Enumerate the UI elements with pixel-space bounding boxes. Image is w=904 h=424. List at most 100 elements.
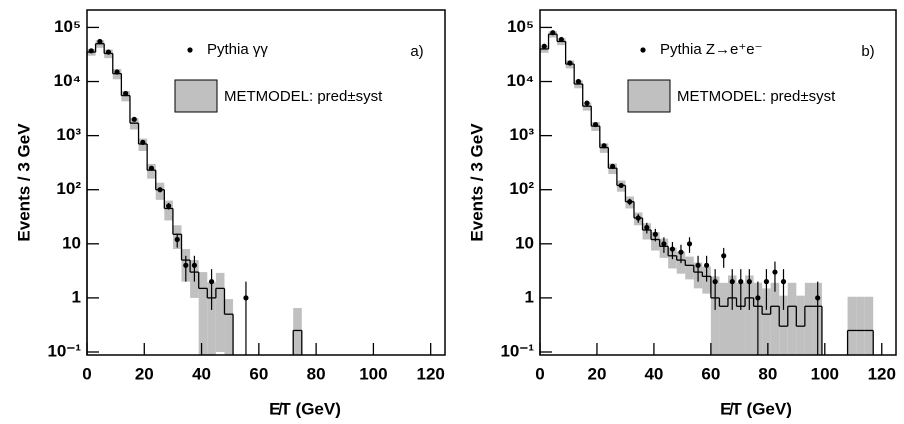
syst-band (215, 272, 225, 352)
data-point (592, 121, 599, 128)
y-tick-label: 10⁴ (507, 71, 534, 90)
syst-band (745, 275, 754, 355)
syst-band (147, 163, 156, 179)
legend-marker (640, 47, 646, 53)
y-tick-label: 10 (62, 233, 81, 252)
data-point (208, 279, 215, 285)
x-axis-label: E̸T (GeV) (269, 399, 341, 418)
x-tick-label: 60 (249, 364, 268, 383)
x-tick-label: 0 (535, 364, 544, 383)
data-point (541, 43, 547, 49)
y-axis-label: Events / 3 GeV (467, 123, 486, 242)
legend-swatch (627, 79, 671, 113)
y-tick-label: 10² (509, 179, 534, 198)
data-point (738, 279, 744, 285)
x-tick-label: 20 (135, 364, 154, 383)
data-point (627, 199, 633, 205)
data-point (644, 224, 650, 231)
data-point (88, 48, 94, 54)
y-tick-label: 10⁵ (54, 17, 81, 36)
legend-marker (187, 47, 193, 53)
data-point (166, 203, 172, 209)
data-point (746, 279, 752, 285)
syst-band (864, 296, 874, 355)
syst-band (762, 288, 771, 355)
data-point (131, 116, 137, 122)
data-point (652, 231, 658, 237)
data-point (174, 236, 180, 243)
legend-label: METMODEL: pred±syst (224, 88, 383, 105)
y-tick-label: 10³ (56, 125, 81, 144)
y-tick-label: 10⁻¹ (47, 341, 81, 360)
y-tick-label: 10 (515, 233, 534, 252)
data-point (780, 279, 787, 285)
y-tick-label: 10³ (509, 125, 534, 144)
syst-band (779, 295, 788, 355)
syst-band (710, 276, 720, 355)
y-tick-label: 10⁵ (507, 17, 534, 36)
x-tick-label: 100 (359, 364, 387, 383)
legend-label: METMODEL: pred±syst (677, 88, 836, 105)
x-tick-label: 20 (587, 364, 606, 383)
x-tick-label: 100 (811, 364, 839, 383)
data-point (610, 163, 616, 169)
data-point (191, 262, 197, 268)
data-point (763, 279, 770, 285)
syst-band (727, 275, 737, 355)
plot-frame (86, 9, 446, 356)
x-tick-label: 80 (307, 364, 326, 383)
syst-band (207, 282, 216, 355)
data-point (661, 241, 667, 247)
data-point (123, 90, 129, 97)
x-tick-label: 0 (82, 364, 91, 383)
y-axis-label: Events / 3 GeV (14, 123, 33, 242)
data-point (243, 295, 249, 301)
syst-band (736, 282, 746, 355)
syst-band (129, 118, 139, 130)
syst-band (198, 272, 208, 355)
data-point (729, 279, 735, 285)
legend-swatch (174, 79, 218, 113)
data-point (140, 139, 146, 145)
data-point (712, 279, 718, 285)
syst-band (804, 282, 814, 355)
x-tick-label: 80 (758, 364, 777, 383)
syst-band (685, 256, 694, 280)
data-point (575, 78, 582, 85)
syst-band (293, 308, 302, 355)
data-point (772, 269, 778, 275)
syst-band (856, 296, 865, 355)
data-point (105, 49, 112, 55)
x-tick-label: 120 (416, 364, 444, 383)
syst-band (796, 295, 805, 355)
data-point (704, 262, 710, 268)
x-tick-label: 120 (868, 364, 896, 383)
data-point (558, 36, 564, 43)
data-point (635, 215, 641, 221)
syst-band (719, 282, 728, 355)
x-tick-label: 40 (192, 364, 211, 383)
data-point (618, 182, 624, 189)
syst-band (847, 296, 857, 355)
data-point (815, 295, 821, 301)
plot-frame (539, 9, 897, 356)
y-tick-label: 10⁻¹ (500, 341, 534, 360)
data-point (721, 253, 727, 259)
syst-band (224, 299, 234, 355)
data-point (183, 262, 189, 268)
syst-band (770, 282, 780, 355)
data-point (550, 30, 556, 36)
data-point (755, 295, 761, 301)
x-tick-label: 60 (701, 364, 720, 383)
panel-label: a) (410, 43, 423, 60)
data-point (601, 143, 607, 149)
x-axis-label: E̸T (GeV) (720, 399, 792, 418)
x-tick-label: 40 (644, 364, 663, 383)
y-tick-label: 10² (56, 179, 81, 198)
y-tick-label: 1 (525, 287, 534, 306)
data-point (695, 262, 701, 268)
y-tick-label: 10⁴ (54, 71, 81, 90)
y-tick-label: 1 (72, 287, 81, 306)
data-point (678, 249, 684, 255)
